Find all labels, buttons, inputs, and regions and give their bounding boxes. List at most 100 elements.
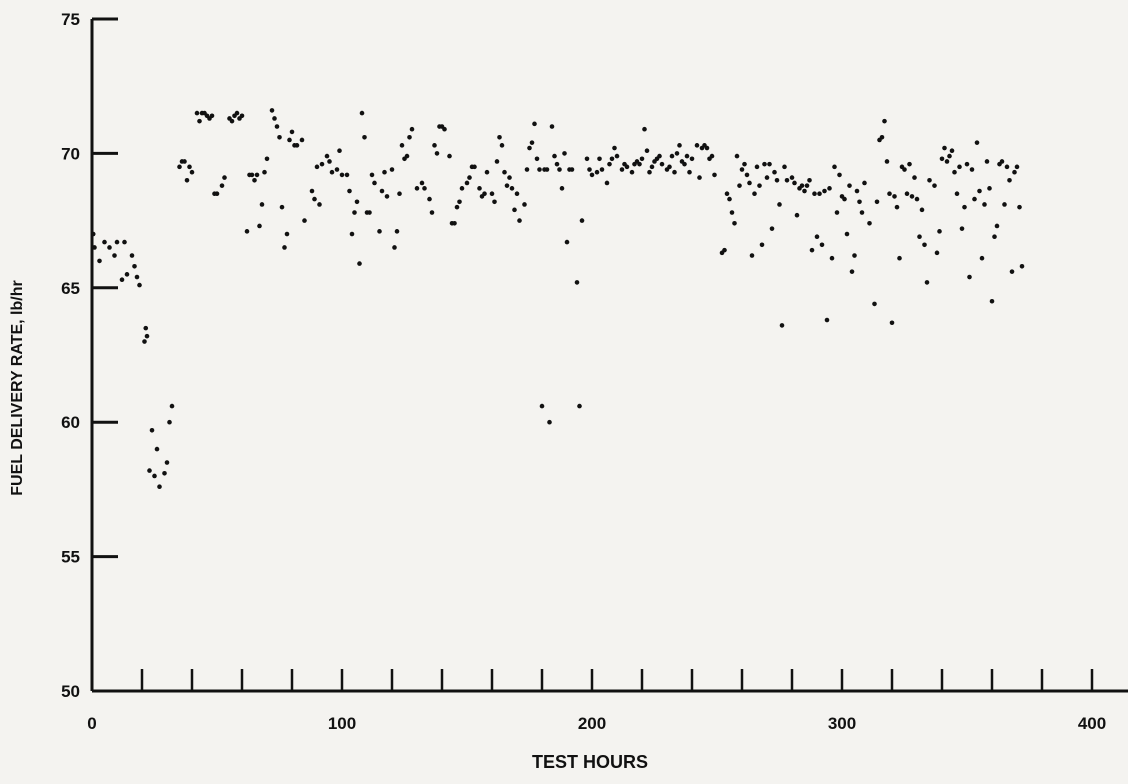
data-point — [859, 210, 865, 215]
data-point — [389, 167, 395, 172]
data-point — [317, 202, 322, 207]
data-point — [147, 468, 152, 473]
data-point — [674, 151, 680, 156]
data-point — [144, 333, 150, 339]
data-point — [472, 164, 477, 170]
data-point — [457, 199, 462, 205]
data-point — [744, 172, 750, 178]
data-point — [539, 403, 545, 409]
data-point — [647, 169, 652, 175]
y-axis-title: FUEL DELIVERY RATE, lb/hr — [9, 280, 26, 495]
data-point — [639, 156, 645, 162]
data-point — [524, 167, 530, 172]
data-point — [577, 403, 582, 409]
data-point — [732, 220, 737, 226]
data-point — [687, 169, 692, 175]
data-point — [777, 202, 782, 207]
data-point — [427, 196, 432, 202]
data-point — [1004, 164, 1010, 170]
x-tick-label: 200 — [578, 714, 606, 733]
data-point — [184, 177, 190, 183]
data-point — [504, 183, 510, 188]
data-point — [927, 177, 932, 183]
data-point — [942, 145, 947, 151]
data-point — [312, 196, 317, 202]
data-point — [497, 134, 502, 140]
data-point — [334, 167, 340, 172]
x-tick-label: 100 — [328, 714, 356, 733]
data-point — [537, 167, 542, 172]
data-point — [809, 247, 815, 253]
data-point — [352, 210, 357, 215]
data-point — [992, 234, 997, 240]
y-tick-label: 60 — [61, 413, 80, 432]
data-point — [597, 156, 602, 162]
tick-labels: 50 55 60 65 70 75 0 100 200 300 400 — [61, 10, 1106, 733]
data-point — [684, 153, 690, 159]
data-point — [114, 239, 120, 245]
data-point — [824, 317, 830, 323]
data-point — [722, 247, 727, 253]
data-point — [789, 175, 795, 180]
data-point — [874, 199, 880, 205]
data-point — [92, 245, 97, 250]
data-point — [549, 124, 555, 129]
data-point — [319, 161, 325, 167]
data-point — [887, 191, 892, 197]
data-point — [842, 196, 847, 202]
data-point — [727, 196, 732, 202]
data-point — [169, 403, 175, 409]
data-point — [747, 180, 752, 186]
data-point — [137, 282, 142, 288]
data-point — [599, 167, 605, 172]
data-point — [142, 339, 147, 344]
data-point — [972, 196, 977, 202]
data-point — [197, 118, 202, 124]
data-point — [792, 180, 797, 186]
data-point — [574, 280, 580, 285]
data-point — [909, 194, 915, 199]
data-point — [844, 231, 850, 237]
data-point — [489, 191, 495, 197]
data-point — [359, 110, 365, 116]
data-point — [534, 156, 540, 162]
data-point — [734, 153, 740, 159]
data-point — [847, 183, 852, 188]
data-point — [157, 484, 162, 490]
data-point — [697, 175, 702, 180]
data-point — [467, 175, 472, 180]
data-point — [164, 460, 170, 465]
data-point — [919, 207, 925, 213]
data-point — [339, 172, 345, 178]
data-point — [677, 143, 682, 148]
data-point — [769, 226, 775, 231]
data-point — [957, 164, 962, 170]
data-point — [274, 124, 280, 129]
data-point — [704, 145, 710, 151]
data-point — [252, 177, 257, 183]
data-point — [782, 164, 787, 170]
data-point — [327, 159, 332, 164]
data-point — [802, 188, 807, 194]
data-point — [112, 253, 117, 258]
y-tick-label: 70 — [61, 144, 80, 163]
data-point — [143, 325, 149, 331]
data-point — [814, 234, 820, 240]
data-point — [892, 194, 897, 199]
data-point — [369, 172, 375, 178]
data-point — [784, 177, 790, 183]
data-point — [624, 164, 630, 170]
data-point — [742, 161, 747, 167]
data-point — [812, 191, 817, 197]
data-point — [852, 253, 857, 258]
data-point — [269, 108, 275, 113]
data-point — [442, 126, 447, 132]
data-point — [857, 199, 862, 205]
data-point — [594, 169, 600, 175]
data-point — [907, 161, 912, 167]
data-point — [759, 242, 765, 248]
data-point — [347, 188, 352, 194]
data-point — [937, 229, 942, 234]
data-point — [969, 167, 975, 172]
